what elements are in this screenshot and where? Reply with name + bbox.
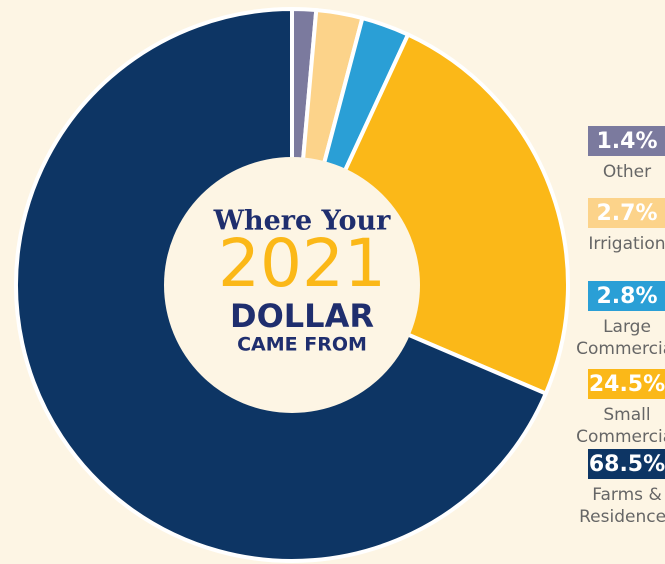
legend: 1.4% Other 2.7% Irrigation 2.8% Large Commerci… (576, 126, 665, 527)
legend-value: 1.4% (596, 129, 657, 154)
legend-label: Irrigation (588, 234, 665, 254)
legend-label: Other (603, 162, 651, 182)
legend-value: 24.5% (589, 372, 665, 397)
center-year: 2021 (218, 225, 386, 302)
center-title: DOLLAR (230, 297, 374, 335)
legend-label: LargeCommercial (576, 317, 665, 359)
legend-swatch (588, 281, 665, 311)
legend-label: SmallCommercial (576, 405, 665, 447)
legend-swatch (588, 449, 665, 479)
center-title: Where Your (213, 206, 392, 237)
legend-swatch (588, 369, 665, 399)
legend-swatch (588, 198, 665, 228)
legend-value: 2.7% (596, 201, 657, 226)
center-title: CAME FROM (237, 334, 367, 356)
legend-label: Farms &Residences (579, 485, 665, 527)
donut-hole (164, 157, 420, 413)
legend-value: 68.5% (589, 452, 665, 477)
legend-swatch (588, 126, 665, 156)
legend-value: 2.8% (596, 284, 657, 309)
